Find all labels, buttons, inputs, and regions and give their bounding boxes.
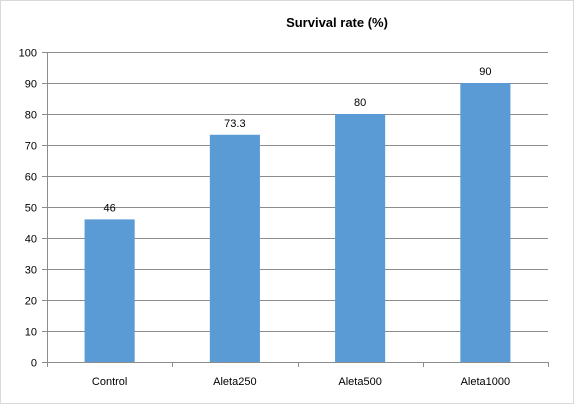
y-tick-label-30: 30 xyxy=(25,265,37,277)
x-tick-label-aleta250: Aleta250 xyxy=(213,376,256,388)
data-label-control: 46 xyxy=(104,202,116,214)
y-tick-label-0: 0 xyxy=(31,358,37,370)
y-tick-label-40: 40 xyxy=(25,234,37,246)
bar-control xyxy=(84,219,135,362)
y-tick-label-70: 70 xyxy=(25,141,37,153)
y-tick-label-10: 10 xyxy=(25,327,37,339)
y-tick-label-100: 100 xyxy=(19,48,37,60)
bar-aleta500 xyxy=(335,114,386,362)
bar-aleta250 xyxy=(209,134,260,362)
chart-title: Survival rate (%) xyxy=(286,15,388,30)
x-tick-label-control: Control xyxy=(92,376,127,388)
data-label-aleta1000: 90 xyxy=(479,66,491,78)
x-tick-label-aleta500: Aleta500 xyxy=(338,376,381,388)
bar-aleta1000 xyxy=(460,83,511,362)
y-tick-label-90: 90 xyxy=(25,79,37,91)
x-tick-label-aleta1000: Aleta1000 xyxy=(461,376,511,388)
y-tick-label-20: 20 xyxy=(25,296,37,308)
data-label-aleta250: 73.3 xyxy=(224,118,245,130)
data-label-aleta500: 80 xyxy=(354,97,366,109)
y-tick-label-80: 80 xyxy=(25,110,37,122)
y-tick-label-50: 50 xyxy=(25,203,37,215)
y-tick-label-60: 60 xyxy=(25,172,37,184)
